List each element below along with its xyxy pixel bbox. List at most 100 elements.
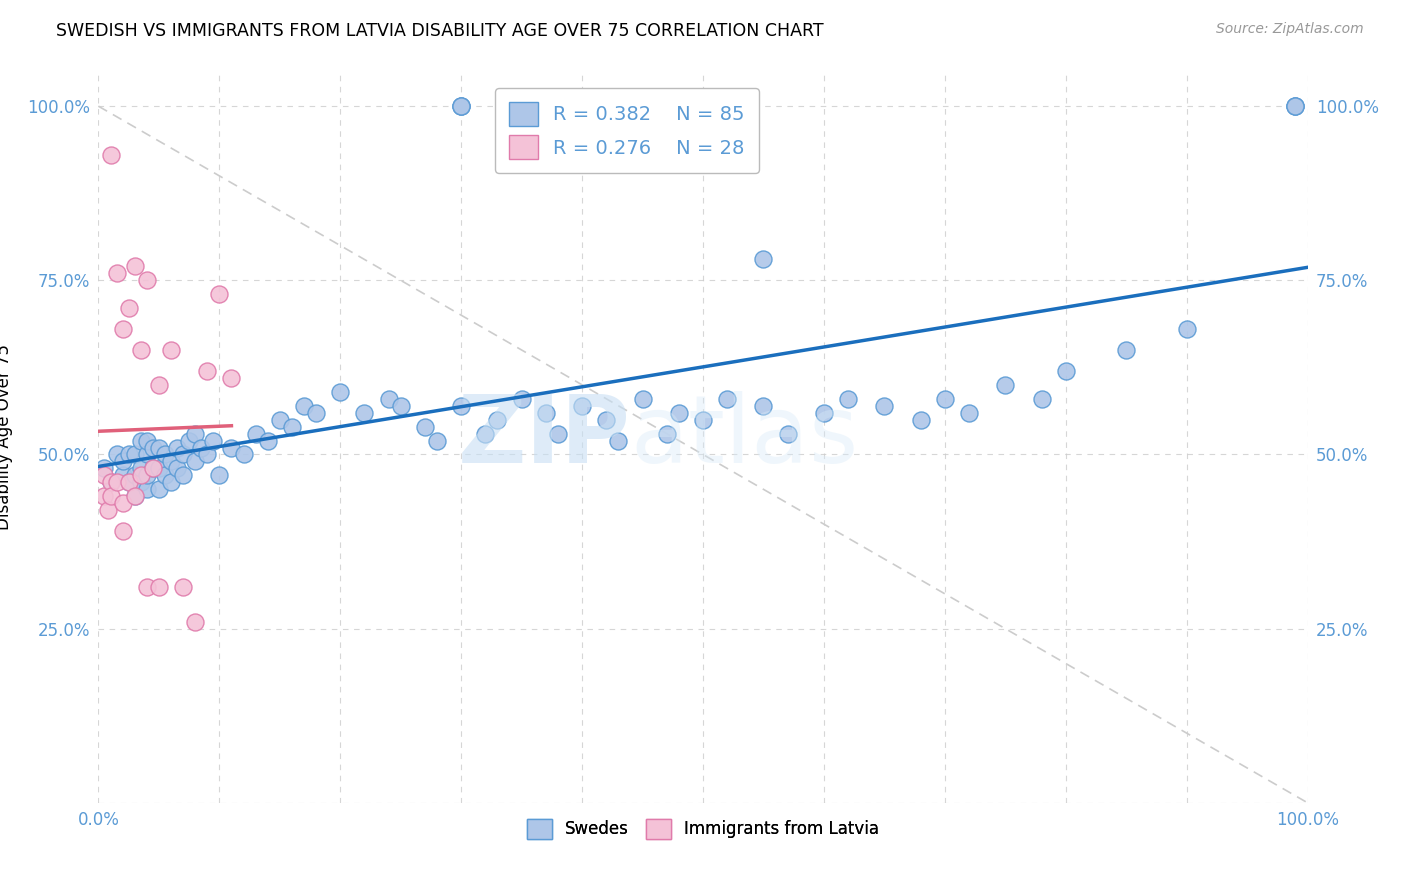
Swedes xyxy=(208,468,231,483)
Swedes xyxy=(571,399,593,413)
Swedes xyxy=(269,412,291,426)
Swedes xyxy=(135,448,157,462)
Swedes xyxy=(1284,99,1306,113)
Swedes xyxy=(957,406,980,420)
Swedes xyxy=(135,434,157,448)
Swedes xyxy=(166,441,188,455)
Immigrants from Latvia xyxy=(124,260,146,274)
Swedes xyxy=(148,441,170,455)
Swedes xyxy=(221,441,243,455)
Swedes xyxy=(873,399,896,413)
Swedes xyxy=(450,99,472,113)
Immigrants from Latvia xyxy=(93,468,115,483)
Swedes xyxy=(426,434,449,448)
Swedes xyxy=(129,461,152,475)
Swedes xyxy=(195,448,218,462)
Swedes xyxy=(716,392,738,406)
Swedes xyxy=(184,426,207,441)
Swedes xyxy=(1175,322,1198,336)
Swedes xyxy=(1031,392,1053,406)
Immigrants from Latvia xyxy=(97,503,120,517)
Text: Source: ZipAtlas.com: Source: ZipAtlas.com xyxy=(1216,22,1364,37)
Swedes xyxy=(160,454,183,468)
Swedes xyxy=(111,468,134,483)
Immigrants from Latvia xyxy=(100,475,122,490)
Swedes xyxy=(377,392,399,406)
Text: SWEDISH VS IMMIGRANTS FROM LATVIA DISABILITY AGE OVER 75 CORRELATION CHART: SWEDISH VS IMMIGRANTS FROM LATVIA DISABI… xyxy=(56,22,824,40)
Swedes xyxy=(292,399,315,413)
Swedes xyxy=(776,426,799,441)
Immigrants from Latvia xyxy=(221,371,243,385)
Immigrants from Latvia xyxy=(111,496,134,510)
Swedes xyxy=(245,426,267,441)
Immigrants from Latvia xyxy=(142,461,165,475)
Immigrants from Latvia xyxy=(118,475,141,490)
Immigrants from Latvia xyxy=(105,475,128,490)
Swedes xyxy=(994,377,1017,392)
Immigrants from Latvia xyxy=(184,615,207,629)
Legend: Swedes, Immigrants from Latvia: Swedes, Immigrants from Latvia xyxy=(520,812,886,846)
Swedes xyxy=(1115,343,1137,357)
Immigrants from Latvia xyxy=(105,266,128,280)
Swedes xyxy=(595,412,617,426)
Swedes xyxy=(202,434,225,448)
Swedes xyxy=(450,399,472,413)
Swedes xyxy=(129,434,152,448)
Immigrants from Latvia xyxy=(111,524,134,538)
Swedes xyxy=(105,448,128,462)
Swedes xyxy=(534,406,557,420)
Immigrants from Latvia xyxy=(135,580,157,594)
Swedes xyxy=(153,468,176,483)
Swedes xyxy=(172,448,194,462)
Immigrants from Latvia xyxy=(172,580,194,594)
Swedes xyxy=(153,448,176,462)
Swedes xyxy=(1054,364,1077,378)
Immigrants from Latvia xyxy=(93,489,115,503)
Immigrants from Latvia xyxy=(195,364,218,378)
Swedes xyxy=(474,426,496,441)
Immigrants from Latvia xyxy=(148,580,170,594)
Y-axis label: Disability Age Over 75: Disability Age Over 75 xyxy=(0,344,13,530)
Immigrants from Latvia xyxy=(208,287,231,301)
Immigrants from Latvia xyxy=(148,377,170,392)
Swedes xyxy=(148,483,170,497)
Immigrants from Latvia xyxy=(100,489,122,503)
Swedes xyxy=(655,426,678,441)
Swedes xyxy=(668,406,690,420)
Immigrants from Latvia xyxy=(129,343,152,357)
Swedes xyxy=(692,412,714,426)
Swedes xyxy=(142,441,165,455)
Swedes xyxy=(813,406,835,420)
Immigrants from Latvia xyxy=(118,301,141,316)
Swedes xyxy=(934,392,956,406)
Swedes xyxy=(111,454,134,468)
Swedes xyxy=(124,468,146,483)
Swedes xyxy=(100,475,122,490)
Swedes xyxy=(179,434,201,448)
Swedes xyxy=(752,399,775,413)
Swedes xyxy=(1284,99,1306,113)
Swedes xyxy=(135,468,157,483)
Swedes xyxy=(118,475,141,490)
Immigrants from Latvia xyxy=(111,322,134,336)
Swedes xyxy=(305,406,328,420)
Swedes xyxy=(547,426,569,441)
Swedes xyxy=(450,99,472,113)
Swedes xyxy=(389,399,412,413)
Swedes xyxy=(232,448,254,462)
Swedes xyxy=(124,448,146,462)
Swedes xyxy=(135,483,157,497)
Swedes xyxy=(256,434,278,448)
Text: atlas: atlas xyxy=(630,391,859,483)
Immigrants from Latvia xyxy=(129,468,152,483)
Swedes xyxy=(184,454,207,468)
Swedes xyxy=(631,392,654,406)
Swedes xyxy=(148,461,170,475)
Swedes xyxy=(837,392,859,406)
Swedes xyxy=(752,252,775,267)
Swedes xyxy=(607,434,630,448)
Swedes xyxy=(510,392,533,406)
Swedes xyxy=(129,475,152,490)
Swedes xyxy=(1284,99,1306,113)
Immigrants from Latvia xyxy=(124,489,146,503)
